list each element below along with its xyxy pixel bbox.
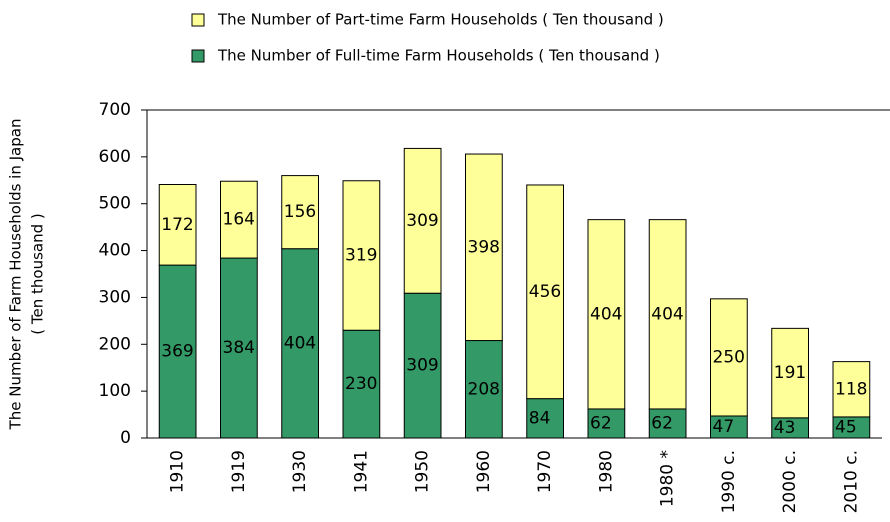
value-label: 43 — [774, 418, 796, 438]
bar-segment — [281, 175, 319, 250]
y-tick-label: 0 — [120, 428, 131, 448]
value-label: 47 — [713, 417, 735, 437]
value-label: 398 — [468, 237, 500, 257]
y-tick-label: 700 — [99, 100, 131, 120]
value-label: 62 — [590, 413, 612, 433]
x-tick-label: 1941 — [351, 450, 371, 493]
x-tick-label: 1919 — [229, 450, 249, 493]
y-axis-label: The Number of Farm Households in Japan — [7, 119, 25, 431]
x-tick-label: 1970 — [535, 450, 555, 493]
x-tick-label: 1910 — [168, 450, 188, 493]
bar-segment — [342, 180, 381, 331]
value-label: 164 — [223, 210, 255, 230]
legend-label: The Number of Part-time Farm Households … — [217, 11, 664, 29]
value-label: 62 — [651, 413, 673, 433]
value-label: 319 — [345, 245, 377, 265]
value-label: 156 — [284, 202, 316, 222]
bar-segment — [710, 298, 748, 417]
x-tick-label: 1960 — [474, 450, 494, 493]
x-tick-label: 1930 — [290, 450, 310, 493]
value-label: 45 — [835, 417, 857, 437]
bar-segment — [403, 147, 442, 294]
x-tick-label: 1990 c. — [719, 450, 739, 513]
legend-swatch — [191, 49, 205, 63]
x-tick-label: 1980 — [596, 450, 616, 493]
bar-segment — [403, 292, 442, 439]
x-tick-label: 1980 * — [658, 450, 678, 507]
x-tick-label: 1950 — [413, 450, 433, 493]
value-label: 456 — [529, 282, 561, 302]
value-label: 208 — [468, 379, 500, 399]
legend-swatch — [191, 13, 205, 27]
y-tick-label: 600 — [99, 147, 131, 167]
value-label: 369 — [161, 342, 193, 362]
bar-segment — [465, 153, 503, 342]
bar-segment — [220, 180, 258, 259]
value-label: 250 — [713, 347, 745, 367]
value-label: 384 — [223, 338, 255, 358]
y-axis-label: ( Ten thousand ) — [29, 213, 47, 334]
value-label: 404 — [590, 304, 622, 324]
y-tick-label: 100 — [99, 381, 131, 401]
value-label: 84 — [529, 408, 551, 428]
value-label: 118 — [835, 379, 867, 399]
y-tick-label: 500 — [99, 194, 131, 214]
bar-segment — [281, 248, 319, 439]
value-label: 404 — [284, 333, 316, 353]
bar-segment — [648, 219, 687, 410]
y-tick-label: 200 — [99, 334, 131, 354]
y-tick-label: 400 — [99, 241, 131, 261]
x-tick-label: 2010 c. — [841, 450, 861, 513]
bar-segment — [587, 219, 626, 410]
bar-segment — [526, 184, 564, 400]
bar-segment — [832, 361, 871, 418]
value-label: 309 — [406, 211, 438, 231]
bar-segment — [526, 398, 564, 439]
value-label: 230 — [345, 374, 377, 394]
value-label: 191 — [774, 363, 806, 383]
value-label: 309 — [406, 356, 438, 376]
legend-label: The Number of Full-time Farm Households … — [217, 47, 660, 65]
x-tick-label: 2000 c. — [780, 450, 800, 513]
y-tick-label: 300 — [99, 287, 131, 307]
bar-segment — [771, 327, 809, 419]
value-label: 404 — [651, 304, 683, 324]
bar-segment — [342, 329, 381, 439]
bar-segment — [158, 184, 197, 266]
value-label: 172 — [161, 215, 193, 235]
